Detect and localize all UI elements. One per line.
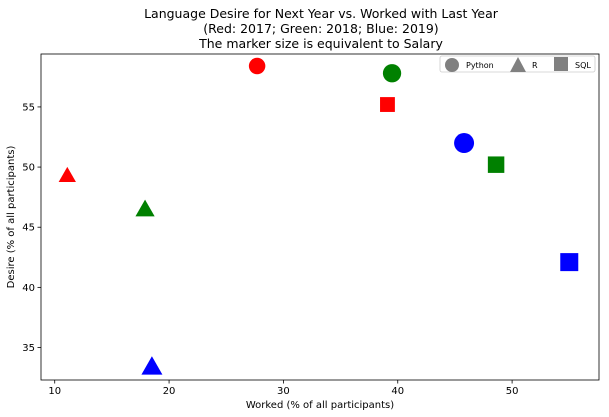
y-tick-label: 55	[22, 102, 35, 113]
x-tick-label: 50	[506, 386, 519, 397]
point-r-2017	[58, 166, 76, 182]
legend-square-marker	[554, 57, 568, 71]
legend-label-python: Python	[466, 61, 494, 70]
point-python-2018	[382, 64, 402, 83]
y-tick-label: 40	[22, 283, 35, 294]
point-sql-2018	[487, 156, 505, 173]
legend-label-r: R	[532, 61, 538, 70]
point-r-2019	[141, 356, 163, 375]
data-points	[58, 57, 579, 375]
point-r-2018	[135, 199, 155, 217]
legend-circle-marker	[445, 58, 459, 72]
x-tick-label: 20	[163, 386, 176, 397]
y-tick-label: 35	[22, 343, 35, 354]
axis-ticks: 10 20 30 40 50 35 40 45 50 55	[22, 102, 518, 397]
x-tick-label: 30	[277, 386, 290, 397]
point-sql-2017	[380, 97, 395, 112]
x-tick-label: 40	[391, 386, 404, 397]
legend-triangle-marker	[510, 57, 526, 72]
legend-label-sql: SQL	[575, 61, 591, 70]
point-python-2019	[454, 133, 475, 154]
chart-title-line-3: The marker size is equivalent to Salary	[198, 36, 443, 51]
y-tick-label: 50	[22, 163, 35, 174]
y-axis-label: Desire (% of all participants)	[6, 146, 17, 289]
plot-frame	[40, 53, 600, 381]
x-tick-label: 10	[48, 386, 61, 397]
point-python-2017	[248, 57, 266, 75]
x-axis-label: Worked (% of all participants)	[246, 400, 394, 411]
point-sql-2019	[560, 253, 579, 272]
chart-title-line-2: (Red: 2017; Green: 2018; Blue: 2019)	[203, 21, 438, 36]
legend: Python R SQL	[439, 55, 596, 73]
y-tick-label: 45	[22, 223, 35, 234]
chart-title-line-1: Language Desire for Next Year vs. Worked…	[144, 6, 499, 21]
